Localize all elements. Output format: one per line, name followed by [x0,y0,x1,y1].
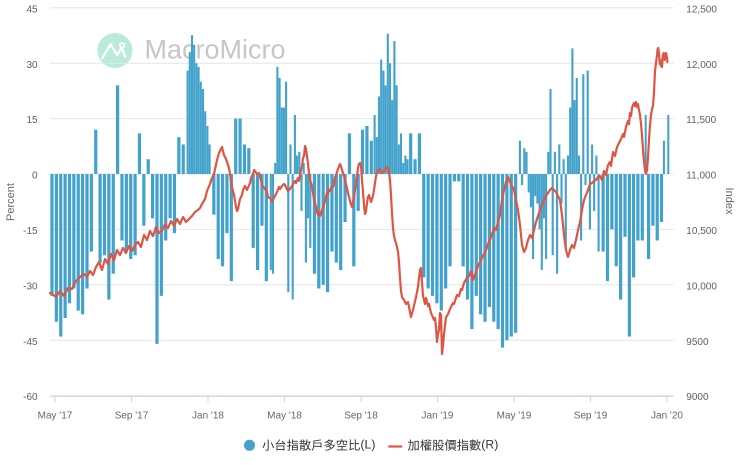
svg-text:MacroMicro: MacroMicro [145,35,286,65]
svg-text:15: 15 [26,115,38,126]
svg-text:12,000: 12,000 [686,60,717,71]
svg-text:30: 30 [26,60,38,71]
svg-text:Index: Index [723,188,735,215]
svg-text:-60: -60 [23,392,38,403]
svg-text:45: 45 [26,4,38,15]
svg-text:12,500: 12,500 [686,4,717,15]
svg-text:Jan '20: Jan '20 [651,411,683,422]
svg-text:May '17: May '17 [38,411,73,422]
svg-text:Percent: Percent [5,183,17,221]
svg-text:Jan '18: Jan '18 [192,411,224,422]
svg-text:(R): (R) [481,438,498,452]
svg-text:9500: 9500 [686,337,709,348]
svg-text:Jan '19: Jan '19 [422,411,454,422]
svg-text:9000: 9000 [686,392,709,403]
svg-text:10,500: 10,500 [686,226,717,237]
svg-text:11,500: 11,500 [686,115,716,126]
svg-text:Sep '17: Sep '17 [115,411,149,422]
svg-text:May '19: May '19 [497,411,532,422]
svg-text:0: 0 [32,171,38,182]
svg-text:Sep '19: Sep '19 [574,411,608,422]
svg-text:(L): (L) [360,438,375,452]
svg-text:Sep '18: Sep '18 [344,411,378,422]
svg-text:-15: -15 [23,226,38,237]
svg-text:-30: -30 [23,281,38,292]
svg-text:10,000: 10,000 [686,281,717,292]
svg-text:May '18: May '18 [267,411,302,422]
svg-text:-45: -45 [23,337,38,348]
svg-text:11,000: 11,000 [686,171,716,182]
